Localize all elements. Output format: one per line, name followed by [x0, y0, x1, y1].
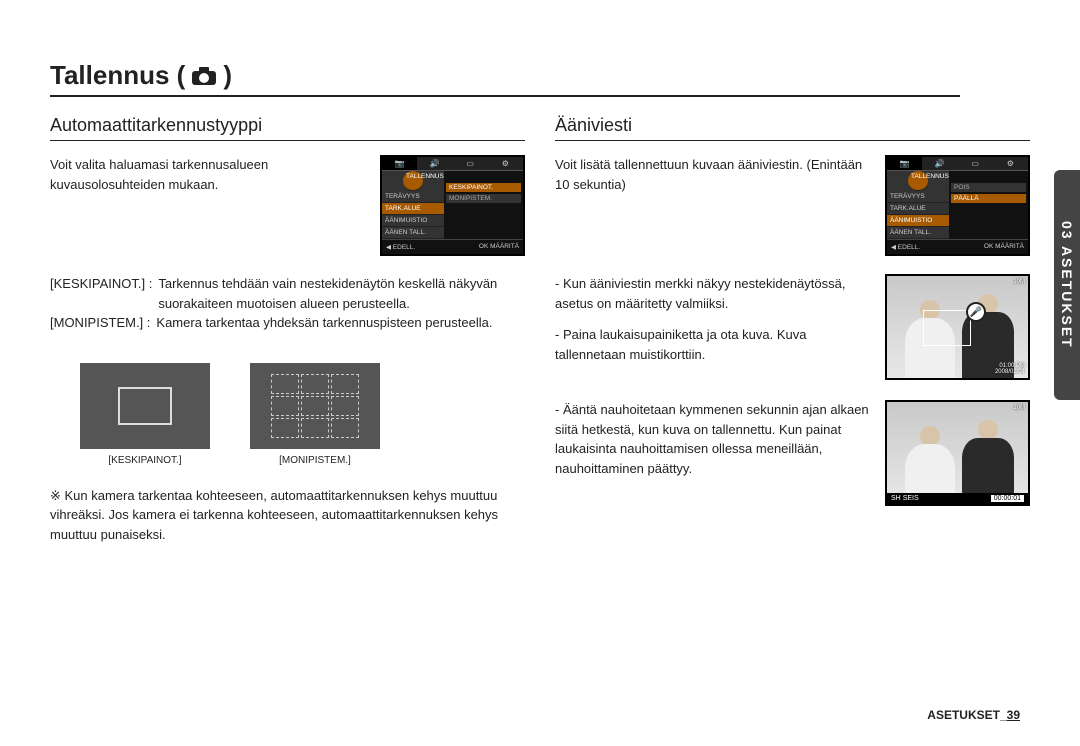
osd-size: 10M [1013, 279, 1025, 285]
lcd-tab: ▭ [453, 157, 488, 170]
lcd-menu-item: TERÄVYYS [887, 191, 949, 203]
focus-rect-icon [923, 310, 971, 346]
lcd-menu-item: TARK.ALUE [382, 203, 444, 215]
footer-label: ASETUKSET_ [927, 708, 1006, 722]
right-column: Ääniviesti Voit lisätä tallennettuun kuv… [555, 115, 1030, 544]
camera-icon [191, 66, 217, 86]
lcd-tab: ⚙ [488, 157, 523, 170]
lcd-menu-item: ÄÄNIMUISTIO [382, 215, 444, 227]
lcd-ok: OK MÄÄRITÄ [984, 243, 1024, 251]
lcd-menu-header: TALLENNUS [403, 171, 423, 191]
lcd-menu-header: TALLENNUS [908, 171, 928, 191]
lcd-tab: 📷 [382, 157, 417, 170]
def-body: Tarkennus tehdään vain nestekidenäytön k… [158, 274, 525, 313]
focus-center-illustration: [KESKIPAINOT.] [80, 363, 210, 466]
lcd-menu-item: ÄÄNEN TALL. [382, 227, 444, 239]
lcd-ok: OK MÄÄRITÄ [479, 243, 519, 251]
lcd-menu-item: TARK.ALUE [887, 203, 949, 215]
section-side-tab: 03 ASETUKSET [1054, 170, 1080, 400]
photo-preview-ready: 🎤 10M 01:00 PM 2008/02/01 [885, 274, 1030, 380]
title-suffix: ) [223, 60, 232, 91]
lcd-menu-item: TERÄVYYS [382, 191, 444, 203]
right-bullet: - Paina laukaisupainiketta ja ota kuva. … [555, 325, 871, 364]
lcd-back: ◀ EDELL. [386, 243, 415, 251]
photo-preview-recording: 10M SH SEIS 00:00:01 [885, 400, 1030, 506]
right-bullet: - Kun ääniviestin merkki näkyy nestekide… [555, 274, 871, 313]
right-intro: Voit lisätä tallennettuun kuvaan äänivie… [555, 155, 871, 194]
right-bullet: - Ääntä nauhoitetaan kymmenen sekunnin a… [555, 400, 871, 478]
left-intro: Voit valita haluamasi tarkennusalueen ku… [50, 155, 366, 194]
title-prefix: Tallennus ( [50, 60, 185, 91]
rec-time: 00:00:01 [991, 495, 1024, 502]
voice-memo-icon: 🎤 [966, 302, 986, 322]
focus-multi-illustration: [MONIPISTEM.] [250, 363, 380, 466]
rec-sh: SH [891, 495, 901, 502]
osd-date: 2008/02/01 [995, 369, 1025, 375]
right-subhead: Ääniviesti [555, 115, 1030, 141]
page-title: Tallennus ( ) [50, 60, 960, 97]
left-note: ※ Kun kamera tarkentaa kohteeseen, autom… [50, 486, 525, 545]
left-subhead: Automaattitarkennustyyppi [50, 115, 525, 141]
lcd-menu-item: ÄÄNEN TALL. [887, 227, 949, 239]
def-term: [KESKIPAINOT.] : [50, 274, 152, 313]
lcd-tab: 🔊 [417, 157, 452, 170]
osd-size: 10M [1013, 405, 1025, 411]
def-term: [MONIPISTEM.] : [50, 313, 150, 333]
rec-stop: SEIS [903, 495, 919, 502]
lcd-option: MONIPISTEM. [446, 194, 521, 203]
definition-list: [KESKIPAINOT.] : Tarkennus tehdään vain … [50, 274, 525, 333]
lcd-voice-menu: 📷 🔊 ▭ ⚙ TALLENNUS TERÄVYYS TARK.ALUE ÄÄN… [885, 155, 1030, 256]
left-column: Automaattitarkennustyyppi Voit valita ha… [50, 115, 525, 544]
lcd-option: KESKIPAINOT. [446, 183, 521, 192]
lcd-back: ◀ EDELL. [891, 243, 920, 251]
lcd-af-menu: 📷 🔊 ▭ ⚙ TALLENNUS TERÄVYYS TARK.ALUE ÄÄN… [380, 155, 525, 256]
lcd-tab: 🔊 [922, 157, 957, 170]
lcd-tab: ▭ [958, 157, 993, 170]
lcd-tab: ⚙ [993, 157, 1028, 170]
lcd-option: POIS [951, 183, 1026, 192]
page-footer: ASETUKSET_39 [927, 708, 1020, 722]
caption-center: [KESKIPAINOT.] [80, 455, 210, 466]
caption-multi: [MONIPISTEM.] [250, 455, 380, 466]
def-body: Kamera tarkentaa yhdeksän tarkennuspiste… [156, 313, 492, 333]
lcd-menu-item: ÄÄNIMUISTIO [887, 215, 949, 227]
lcd-option: PÄÄLLÄ [951, 194, 1026, 203]
lcd-tab: 📷 [887, 157, 922, 170]
footer-page-number: 39 [1007, 708, 1020, 722]
